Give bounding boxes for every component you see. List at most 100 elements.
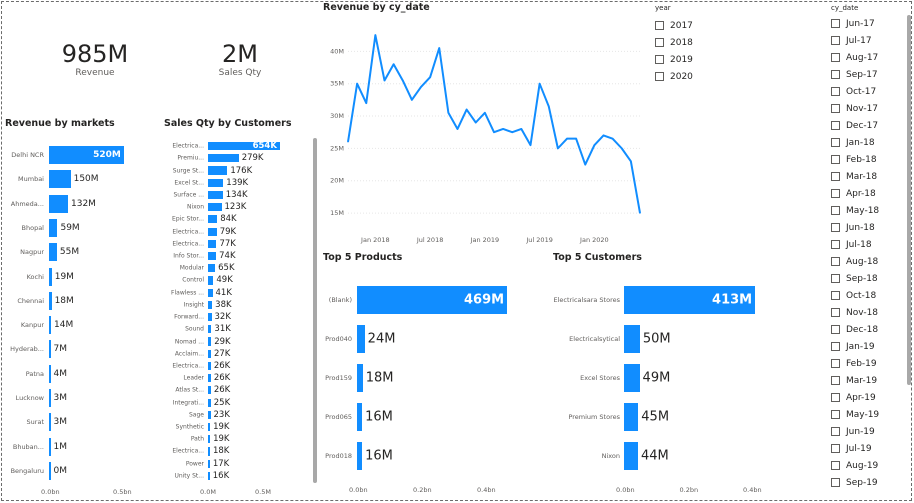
bar-row[interactable]: Electrica... 18K [150, 445, 310, 457]
slicer-item[interactable]: 2020 [655, 68, 805, 85]
checkbox[interactable] [831, 478, 840, 487]
bar-row[interactable]: Excel St... 139K [150, 177, 310, 189]
slicer-item[interactable]: Jul-17 [831, 32, 901, 49]
revenue-data-point[interactable] [430, 77, 431, 78]
revenue-data-point[interactable] [420, 86, 421, 87]
bar-row[interactable]: Kochi 19M [0, 264, 160, 288]
checkbox[interactable] [831, 461, 840, 470]
slicer-item[interactable]: 2019 [655, 51, 805, 68]
slicer-item[interactable]: 2018 [655, 34, 805, 51]
checkbox[interactable] [831, 189, 840, 198]
bar[interactable] [208, 240, 216, 248]
bar-row[interactable]: Bengaluru 0M [0, 459, 160, 483]
bar[interactable] [624, 364, 640, 392]
checkbox[interactable] [831, 325, 840, 334]
bar[interactable] [208, 203, 222, 211]
slicer-item[interactable]: Jul-18 [831, 236, 901, 253]
bar-row[interactable]: Prod018 16M [318, 436, 548, 475]
bar[interactable]: 654K [208, 142, 280, 150]
revenue-data-point[interactable] [503, 128, 504, 129]
revenue-data-point[interactable] [411, 99, 412, 100]
bar-row[interactable]: Mumbai 150M [0, 167, 160, 191]
slicer-item[interactable]: Sep-19 [831, 474, 901, 491]
bar[interactable] [208, 399, 211, 407]
revenue-data-point[interactable] [630, 161, 631, 162]
slicer-item[interactable]: Dec-17 [831, 117, 901, 134]
bar-row[interactable]: Info Stor... 74K [150, 250, 310, 262]
bar[interactable] [208, 179, 223, 187]
revenue-data-point[interactable] [566, 138, 567, 139]
checkbox[interactable] [831, 308, 840, 317]
bar[interactable] [208, 191, 223, 199]
bar[interactable] [208, 276, 213, 284]
slicer-item[interactable]: May-19 [831, 406, 901, 423]
bar[interactable] [208, 472, 210, 480]
bar-row[interactable]: Acclaim... 27K [150, 348, 310, 360]
slicer-item[interactable]: Feb-18 [831, 151, 901, 168]
slicer-item[interactable]: May-18 [831, 202, 901, 219]
bar-row[interactable]: Electrica... 79K [150, 226, 310, 238]
bar[interactable]: 413M [624, 286, 755, 314]
revenue-data-point[interactable] [484, 112, 485, 113]
bar[interactable] [49, 413, 51, 431]
bar[interactable] [208, 435, 210, 443]
bar-row[interactable]: Electrica... 26K [150, 360, 310, 372]
checkbox[interactable] [831, 240, 840, 249]
revenue-data-point[interactable] [457, 128, 458, 129]
top-customers-chart[interactable]: Electricalsara Stores 413M Electricalsytic… [548, 280, 788, 475]
revenue-data-point[interactable] [448, 112, 449, 113]
slicer-item[interactable]: Nov-17 [831, 100, 901, 117]
checkbox[interactable] [655, 38, 664, 47]
checkbox[interactable] [831, 393, 840, 402]
slicer-item[interactable]: Jun-17 [831, 15, 901, 32]
checkbox[interactable] [831, 342, 840, 351]
slicer-item[interactable]: 2017 [655, 17, 805, 34]
bar[interactable] [49, 219, 57, 237]
checkbox[interactable] [831, 359, 840, 368]
bar[interactable] [624, 325, 640, 353]
revenue-data-point[interactable] [475, 122, 476, 123]
bar[interactable] [49, 340, 51, 358]
bar-row[interactable]: Surat 3M [0, 410, 160, 434]
revenue-data-point[interactable] [357, 83, 358, 84]
slicer-item[interactable]: Aug-18 [831, 253, 901, 270]
top-products-chart[interactable]: (Blank) 469M Prod040 24M Prod159 18M Prod065 16… [318, 280, 548, 475]
slicer-item[interactable]: Sep-18 [831, 270, 901, 287]
bar-row[interactable]: Electrica... 77K [150, 238, 310, 250]
revenue-data-point[interactable] [530, 145, 531, 146]
revenue-data-point[interactable] [439, 48, 440, 49]
revenue-data-point[interactable] [576, 138, 577, 139]
slicer-item[interactable]: Jun-19 [831, 423, 901, 440]
revenue-data-point[interactable] [612, 138, 613, 139]
bar-row[interactable]: Modular 65K [150, 262, 310, 274]
checkbox[interactable] [831, 121, 840, 130]
bar[interactable] [624, 442, 638, 470]
bar-row[interactable]: Forward... 32K [150, 311, 310, 323]
slicer-item[interactable]: Oct-17 [831, 83, 901, 100]
sales-by-customers-scrollbar[interactable] [313, 138, 317, 483]
bar-row[interactable]: Leader 26K [150, 372, 310, 384]
bar[interactable] [49, 365, 51, 383]
checkbox[interactable] [831, 427, 840, 436]
revenue-data-point[interactable] [375, 35, 376, 36]
bar-row[interactable]: Integrati... 25K [150, 397, 310, 409]
checkbox[interactable] [831, 376, 840, 385]
bar[interactable] [208, 411, 211, 419]
revenue-by-date-line-chart[interactable]: 15M 20M 25M 30M 35M 40M Jan 2018 Jul 2018 Jan 20… [318, 14, 646, 250]
checkbox[interactable] [831, 257, 840, 266]
bar[interactable] [208, 325, 211, 333]
bar-row[interactable]: Electrica... 654K [150, 140, 310, 152]
revenue-data-point[interactable] [639, 212, 640, 213]
bar-row[interactable]: Electricalsara Stores 413M [548, 280, 788, 319]
checkbox[interactable] [655, 55, 664, 64]
checkbox[interactable] [831, 274, 840, 283]
revenue-data-point[interactable] [493, 132, 494, 133]
revenue-data-point[interactable] [621, 148, 622, 149]
sales-by-customers-chart[interactable]: Electrica... 654K Premiu... 279K Surge St...… [150, 140, 310, 482]
slicer-item[interactable]: Aug-19 [831, 457, 901, 474]
bar-row[interactable]: Atlas St... 26K [150, 384, 310, 396]
bar[interactable] [357, 403, 362, 431]
bar-row[interactable]: Nagpur 55M [0, 240, 160, 264]
revenue-data-point[interactable] [384, 80, 385, 81]
bar-row[interactable]: Premium Stores 45M [548, 397, 788, 436]
